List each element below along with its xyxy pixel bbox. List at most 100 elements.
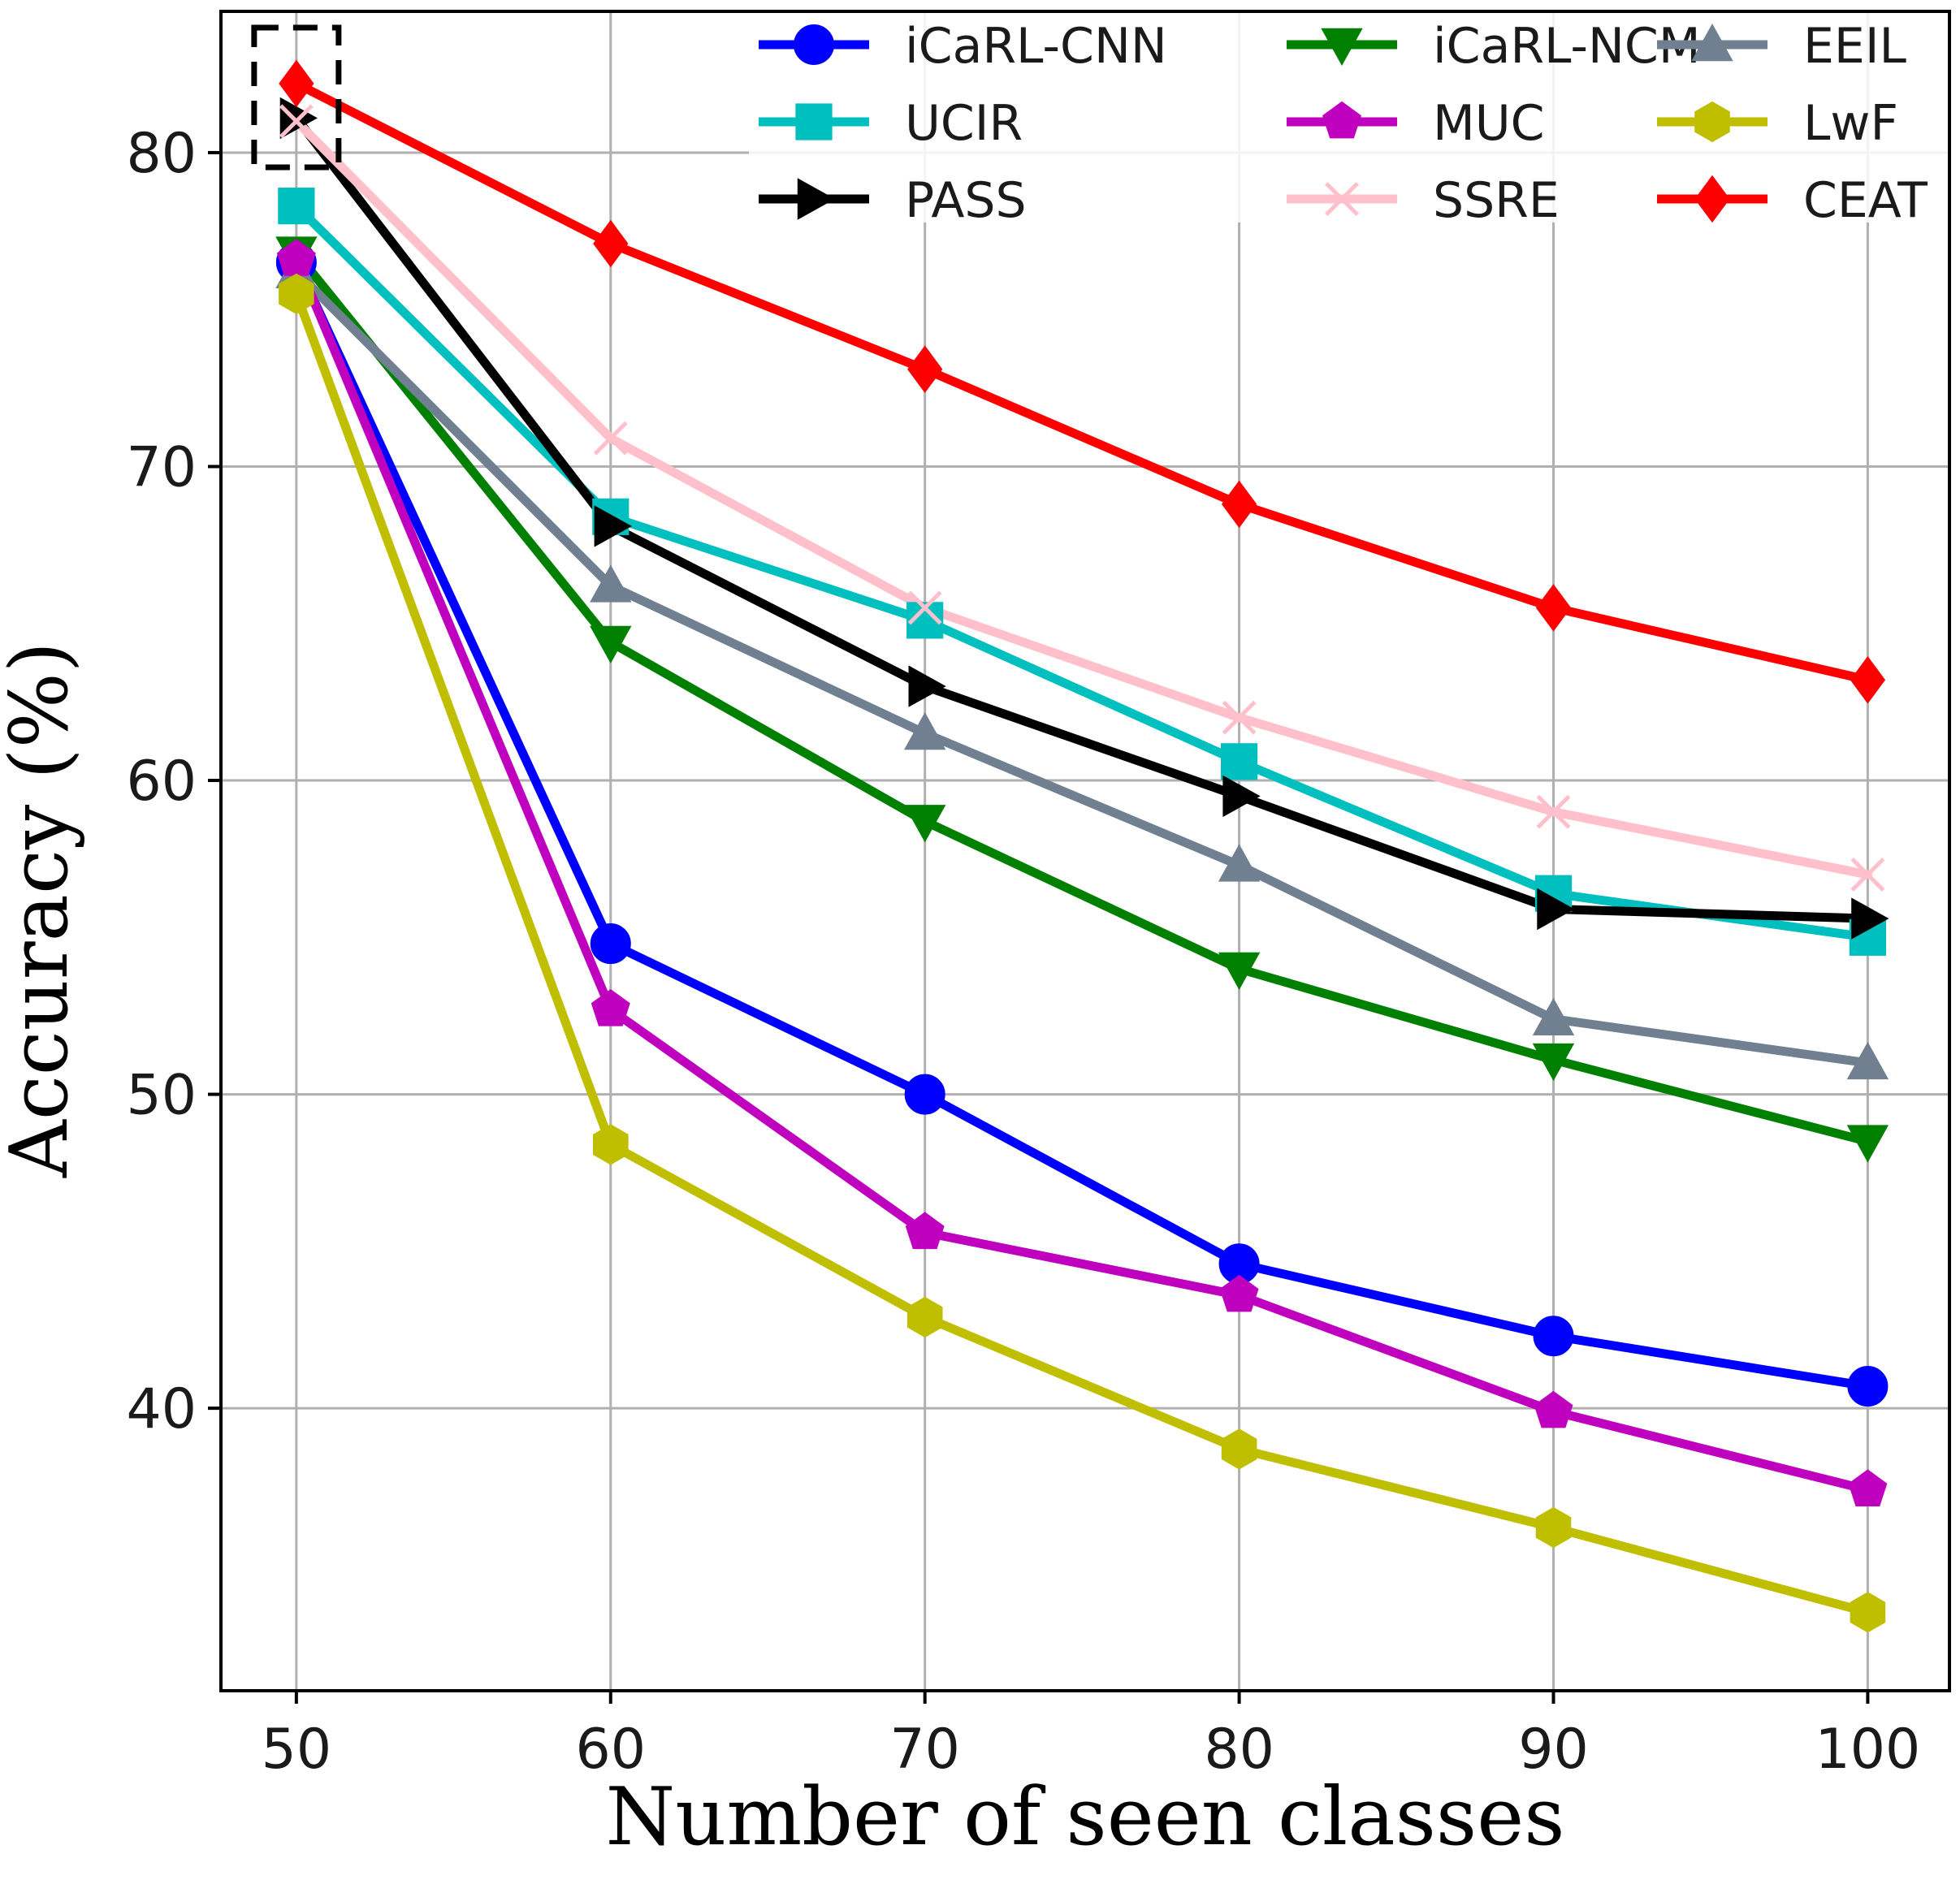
legend-item-ucir: UCIR xyxy=(759,95,1023,152)
data-point-pass xyxy=(908,665,946,707)
x-tick-label: 100 xyxy=(1815,1718,1921,1782)
data-point-lwf xyxy=(593,1124,629,1165)
data-point-ceat xyxy=(1850,656,1886,704)
series-lines xyxy=(292,79,1872,1617)
data-point-ceat xyxy=(1535,584,1572,632)
x-axis-title: Number of seen classes xyxy=(605,1771,1564,1864)
data-point-ssre-stroke xyxy=(1222,700,1257,735)
axes: 50 60 70 80 90 100 40 50 60 70 80 xyxy=(126,122,1920,1782)
series-line-ssre xyxy=(292,116,1872,879)
legend-marker-icarl-cnn xyxy=(794,24,834,65)
legend-label: EEIL xyxy=(1803,18,1907,75)
data-point-icarl-ncm xyxy=(1532,1043,1575,1082)
data-point-ssre-stroke xyxy=(1536,794,1571,829)
data-point-ucir xyxy=(278,188,315,225)
data-point-pass xyxy=(1537,888,1575,931)
legend-item-icarl-ncm: iCaRL-NCM xyxy=(1287,18,1701,75)
y-axis-title: Accuracy (%) xyxy=(0,642,86,1178)
legend-label: iCaRL-NCM xyxy=(1433,18,1701,75)
data-point-ssre-stroke xyxy=(593,421,628,456)
data-point-ceat xyxy=(593,219,629,268)
data-point-eeil xyxy=(1532,997,1575,1035)
data-point-ssre xyxy=(1222,700,1257,735)
data-point-eeil xyxy=(1218,844,1261,882)
data-point-pass xyxy=(1222,775,1261,818)
first-point-highlight-box xyxy=(251,24,342,171)
data-point-ucir xyxy=(1220,743,1258,780)
y-tick-label: 70 xyxy=(126,435,197,499)
legend-item-pass: PASS xyxy=(759,172,1027,229)
x-tick-label: 70 xyxy=(889,1718,960,1782)
legend-marker-lwf xyxy=(1694,101,1730,143)
data-point-icarl-ncm xyxy=(904,805,946,843)
data-point-ssre xyxy=(593,421,628,456)
data-point-icarl-ncm xyxy=(1218,952,1261,991)
plot-frame xyxy=(219,10,1951,1692)
legend-marker-ssre-stroke xyxy=(1325,182,1359,216)
data-point-icarl-ncm xyxy=(1846,1125,1889,1163)
series-line-icarl-cnn xyxy=(292,257,1872,1391)
legend-label: MUC xyxy=(1433,95,1545,152)
data-point-icarl-cnn xyxy=(590,923,631,965)
legend-label: PASS xyxy=(905,172,1027,229)
data-point-ceat xyxy=(1221,480,1257,529)
y-tick-label: 50 xyxy=(126,1064,197,1128)
data-point-eeil xyxy=(1846,1041,1889,1080)
legend-item-icarl-cnn: iCaRL-CNN xyxy=(759,18,1167,75)
legend-marker-ssre xyxy=(1325,182,1359,216)
x-tick-label: 90 xyxy=(1518,1718,1589,1782)
data-point-eeil xyxy=(590,564,632,603)
data-point-icarl-cnn xyxy=(1533,1316,1574,1357)
data-point-ssre-stroke xyxy=(907,590,942,625)
legend-item-ceat: CEAT xyxy=(1657,172,1928,229)
data-point-muc xyxy=(591,988,630,1026)
series-line-pass xyxy=(292,113,1872,923)
data-point-ceat xyxy=(907,345,943,393)
y-tick-label: 40 xyxy=(126,1377,197,1441)
data-point-lwf xyxy=(906,1296,943,1338)
data-point-icarl-cnn xyxy=(904,1074,945,1115)
legend-label: iCaRL-CNN xyxy=(905,18,1167,75)
series-line-lwf xyxy=(292,289,1872,1617)
legend-marker-icarl-ncm xyxy=(1321,28,1363,67)
data-point-ssre xyxy=(1850,858,1885,892)
legend-marker-ucir xyxy=(795,103,833,140)
legend: iCaRL-CNN iCaRL-NCM EEIL UCIR MUC LwF PASS SSRE… xyxy=(749,13,1948,229)
y-tick-label: 80 xyxy=(126,122,197,186)
data-point-icarl-cnn xyxy=(1847,1366,1889,1407)
data-point-lwf xyxy=(1535,1506,1572,1549)
legend-item-muc: MUC xyxy=(1287,95,1545,152)
data-point-lwf xyxy=(1221,1428,1257,1470)
series-line-eeil xyxy=(292,267,1872,1068)
series-markers xyxy=(275,59,1889,1633)
data-point-lwf xyxy=(1850,1592,1886,1633)
data-point-ssre-stroke xyxy=(279,104,314,139)
legend-label: CEAT xyxy=(1803,172,1928,229)
data-point-muc xyxy=(1534,1390,1573,1428)
legend-marker-muc xyxy=(1322,101,1361,139)
series-line-icarl-ncm xyxy=(292,248,1872,1147)
plot-area xyxy=(221,11,1949,1691)
data-point-ssre-stroke xyxy=(1850,858,1885,892)
data-point-ssre xyxy=(907,590,942,625)
data-point-muc xyxy=(905,1212,945,1250)
data-point-pass xyxy=(1851,897,1889,940)
data-point-muc xyxy=(1219,1274,1259,1312)
data-point-ssre xyxy=(1536,794,1571,829)
data-point-ceat xyxy=(279,59,314,108)
legend-marker-eeil xyxy=(1691,23,1733,62)
data-point-lwf xyxy=(279,273,314,315)
data-point-muc xyxy=(1848,1469,1888,1506)
legend-marker-ceat xyxy=(1694,175,1730,223)
x-tick-label: 50 xyxy=(262,1718,332,1782)
data-point-icarl-ncm xyxy=(590,625,632,663)
legend-item-lwf: LwF xyxy=(1657,95,1898,152)
legend-item-eeil: EEIL xyxy=(1657,18,1907,75)
legend-label: SSRE xyxy=(1433,172,1560,229)
data-point-ssre xyxy=(279,104,314,139)
x-tick-label: 60 xyxy=(576,1718,647,1782)
y-tick-label: 60 xyxy=(126,750,197,814)
legend-label: LwF xyxy=(1803,95,1898,152)
legend-marker-pass xyxy=(797,178,836,220)
